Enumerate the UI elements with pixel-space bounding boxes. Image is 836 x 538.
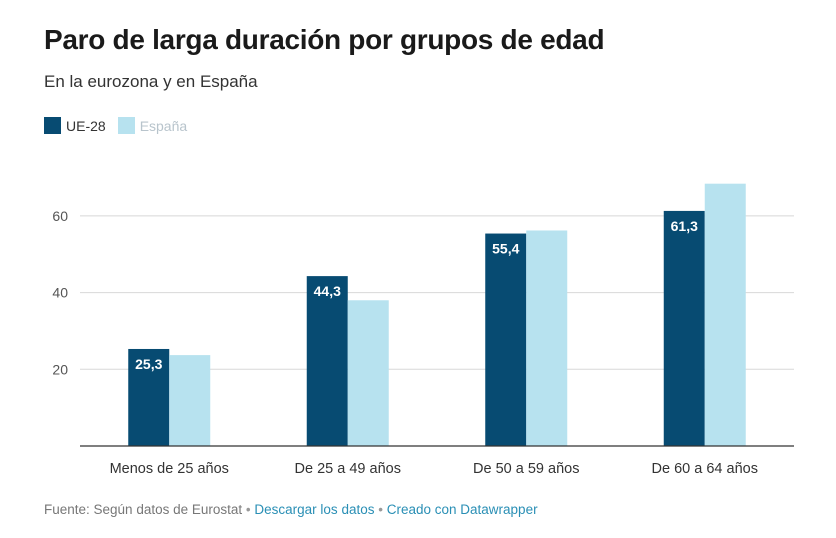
footer-separator: • bbox=[378, 502, 383, 517]
x-tick-label: Menos de 25 años bbox=[110, 461, 229, 477]
x-tick-label: De 25 a 49 años bbox=[295, 461, 401, 477]
bar-espana bbox=[347, 300, 389, 446]
legend-item-ue28: UE-28 bbox=[44, 117, 106, 134]
bar-espana bbox=[704, 183, 746, 446]
data-label: 61,3 bbox=[671, 218, 698, 234]
data-label: 55,4 bbox=[492, 241, 519, 257]
bar-espana bbox=[169, 355, 211, 446]
bar-espana bbox=[526, 230, 568, 446]
chart-title: Paro de larga duración por grupos de eda… bbox=[44, 24, 605, 55]
footer-source: Fuente: Según datos de Eurostat bbox=[44, 502, 243, 517]
bar-ue28 bbox=[306, 276, 348, 446]
legend-swatch-espana bbox=[117, 117, 135, 134]
data-label: 44,3 bbox=[314, 283, 341, 299]
y-tick-label: 20 bbox=[52, 361, 68, 377]
y-tick-label: 40 bbox=[52, 285, 68, 301]
y-tick-label: 60 bbox=[52, 208, 68, 224]
bar-ue28 bbox=[128, 348, 170, 446]
data-label: 25,3 bbox=[135, 356, 162, 372]
x-tick-label: De 60 a 64 años bbox=[652, 461, 758, 477]
legend-swatch-ue28 bbox=[44, 117, 61, 134]
x-tick-label: De 50 a 59 años bbox=[473, 461, 579, 477]
legend: UE-28 España bbox=[44, 117, 199, 134]
legend-label-espana: España bbox=[139, 117, 188, 134]
legend-item-espana: España bbox=[117, 117, 188, 134]
bar-ue28 bbox=[663, 210, 705, 446]
bar-ue28 bbox=[485, 233, 527, 446]
footer: Fuente: Según datos de Eurostat • Descar… bbox=[44, 502, 538, 517]
chart-subtitle: En la eurozona y en España bbox=[44, 72, 258, 91]
legend-label-ue28: UE-28 bbox=[66, 117, 106, 134]
footer-separator: • bbox=[245, 502, 251, 517]
download-data-link[interactable]: Descargar los datos bbox=[254, 502, 375, 517]
datawrapper-link[interactable]: Creado con Datawrapper bbox=[386, 502, 538, 517]
